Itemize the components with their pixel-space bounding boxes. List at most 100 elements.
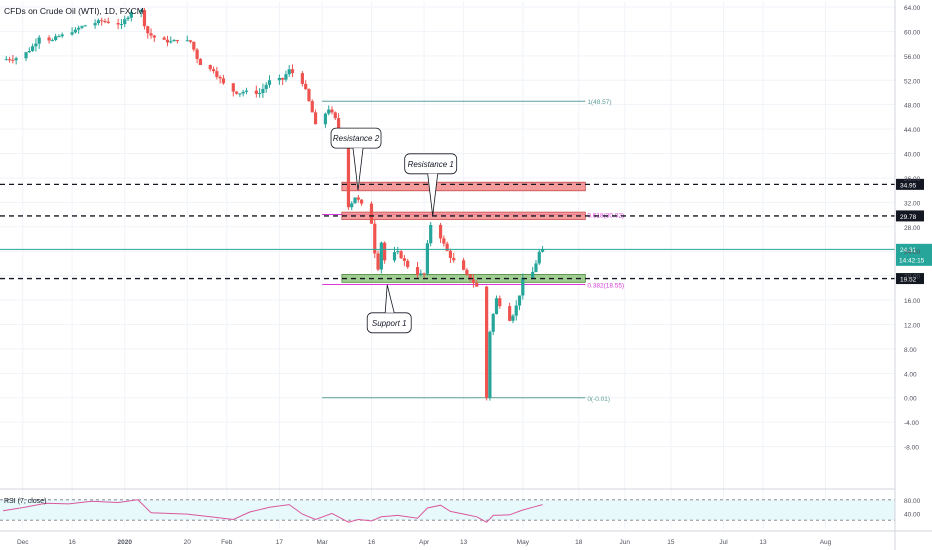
candle-body: [452, 257, 456, 261]
candle-body: [234, 91, 239, 94]
candle-body: [162, 37, 166, 40]
candle-body: [307, 89, 311, 102]
candle-body: [106, 21, 110, 24]
candle-body: [47, 37, 51, 41]
x-tick-label: 13: [759, 539, 767, 546]
candle-body: [422, 273, 426, 275]
candle-body: [100, 20, 104, 22]
level-tag-label: 29.78: [900, 214, 917, 221]
candle-body: [258, 93, 262, 95]
candle-body: [231, 83, 235, 92]
candle-body: [195, 49, 199, 59]
callout-annotations[interactable]: Resistance 2 Resistance 1 Support 1: [330, 127, 458, 334]
candle-body: [313, 112, 318, 125]
x-tick-label: Feb: [221, 539, 233, 546]
level-tag: [896, 273, 924, 285]
rsi-line: [2, 499, 543, 523]
x-tick-label: Apr: [419, 539, 430, 546]
price-series: [4, 8, 545, 401]
x-tick-label: Jul: [719, 539, 728, 546]
candle-body: [175, 39, 179, 41]
candle-body: [244, 90, 249, 92]
candle-body: [445, 243, 449, 251]
candle-body: [37, 37, 41, 44]
candle-body: [373, 223, 377, 254]
x-tick-label: May: [517, 539, 530, 546]
y-tick-label: -8.00: [904, 445, 919, 452]
candle-body: [310, 101, 314, 113]
candle-body: [540, 249, 545, 252]
candle-body: [494, 298, 499, 315]
candle-body: [537, 251, 541, 264]
x-tick-label: Mar: [317, 539, 329, 546]
rsi-pane: RSI (7, close) 80.00 40.00: [2, 498, 921, 523]
candle-body: [142, 10, 147, 27]
candle-body: [514, 305, 518, 316]
candle-body: [353, 197, 357, 204]
level-tag-label: 19.52: [900, 277, 917, 284]
candle-body: [103, 21, 107, 23]
callout-label: Resistance 1: [408, 160, 454, 169]
candle-body: [376, 253, 380, 270]
y-tick-label: 8.00: [904, 347, 917, 354]
candle-body: [346, 144, 351, 208]
candle-body: [14, 58, 18, 61]
candle-body: [521, 278, 525, 296]
candle-body: [241, 91, 245, 94]
y-tick-label: -4.00: [904, 420, 919, 427]
candle-body: [264, 84, 268, 89]
candle-body: [93, 23, 97, 26]
fib-label: 1(48.57): [587, 99, 611, 106]
time-axis[interactable]: Dec 16 2020 20 Feb 17 Mar 16 Apr 13 May 18 Jun 15 Jul 1…: [0, 530, 932, 546]
candle-body: [11, 59, 15, 61]
level-tag-label: 34.95: [900, 182, 917, 189]
candle-body: [261, 88, 265, 94]
candle-body: [531, 271, 535, 279]
candle-body: [290, 69, 295, 74]
candle-body: [34, 43, 38, 47]
candle-body: [165, 39, 170, 43]
horizontal-levels[interactable]: 34.95 29.78 19.52 24.31 14:42:15: [0, 178, 932, 285]
candle-body: [57, 36, 61, 38]
candle-body: [149, 33, 153, 36]
candle-body: [383, 242, 387, 261]
y-tick-label: 32.00: [904, 200, 921, 207]
candle-body: [27, 50, 31, 53]
candle-body: [119, 24, 124, 26]
y-tick-label: 16.00: [904, 298, 921, 305]
y-tick-label: 28.00: [904, 225, 921, 232]
y-tick-label: 60.00: [904, 29, 921, 36]
candle-body: [4, 59, 8, 61]
callout-pointer: [427, 173, 439, 216]
fib-label: 0.382(18.55): [587, 282, 624, 289]
x-tick-label: 16: [68, 539, 76, 546]
x-tick-label: 15: [667, 539, 675, 546]
candle-body: [350, 203, 354, 208]
candle-body: [471, 279, 476, 284]
candle-body: [333, 112, 337, 119]
candle-body: [323, 113, 328, 125]
fib-label: 0(-0.01): [587, 396, 610, 403]
candle-body: [129, 11, 133, 18]
candle-body: [399, 251, 403, 259]
candle-body: [169, 41, 173, 43]
candle-body: [73, 29, 77, 33]
candle-body: [438, 224, 443, 239]
candle-body: [534, 263, 538, 272]
x-tick-label: 18: [575, 539, 583, 546]
candle-body: [425, 243, 430, 274]
candle-body: [83, 25, 87, 27]
candle-body: [287, 69, 291, 75]
candle-body: [508, 306, 512, 321]
candle-body: [304, 83, 308, 90]
candle-body: [96, 20, 101, 24]
candle-body: [116, 23, 120, 25]
y-tick-label: 4.00: [904, 371, 917, 378]
x-tick-label: 13: [460, 539, 468, 546]
y-tick-label: 40.00: [904, 152, 921, 159]
candle-body: [448, 250, 453, 258]
resistance-zone[interactable]: [341, 181, 586, 192]
candle-body: [461, 260, 466, 270]
